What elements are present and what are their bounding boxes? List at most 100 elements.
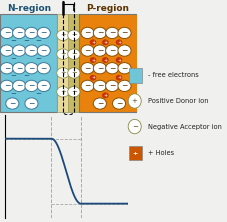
Text: −: − — [121, 64, 127, 73]
Circle shape — [105, 63, 118, 74]
Circle shape — [12, 27, 26, 39]
Text: +: + — [116, 57, 121, 63]
Text: - free electrons: - free electrons — [147, 72, 198, 79]
Text: −: − — [71, 32, 76, 38]
Text: +: + — [60, 70, 66, 76]
Text: −: − — [4, 64, 10, 73]
Circle shape — [93, 80, 106, 91]
Circle shape — [6, 98, 19, 109]
Text: −: − — [40, 81, 47, 90]
Circle shape — [93, 27, 106, 39]
Circle shape — [0, 80, 13, 91]
Text: +: + — [60, 32, 66, 38]
Text: −: − — [96, 81, 103, 90]
Text: −: − — [4, 28, 10, 38]
Text: −: − — [96, 99, 103, 108]
Text: −: − — [11, 56, 17, 62]
Text: +: + — [103, 57, 107, 63]
Text: −: − — [96, 28, 103, 38]
Circle shape — [116, 40, 121, 45]
Circle shape — [67, 49, 80, 59]
Circle shape — [37, 63, 50, 74]
Circle shape — [57, 87, 69, 97]
Circle shape — [57, 68, 69, 78]
Text: −: − — [109, 28, 115, 38]
Text: Positive Donor ion: Positive Donor ion — [147, 98, 207, 104]
Text: +: + — [60, 51, 66, 57]
Text: −: − — [71, 70, 76, 76]
Text: −: − — [84, 81, 90, 90]
Circle shape — [12, 80, 26, 91]
Circle shape — [67, 87, 80, 97]
Text: -: - — [74, 0, 78, 2]
Text: −: − — [16, 28, 22, 38]
Text: +: + — [57, 0, 63, 2]
Text: −: − — [16, 64, 22, 73]
Text: −: − — [16, 81, 22, 90]
Circle shape — [102, 57, 108, 63]
Text: +: + — [116, 40, 121, 45]
Circle shape — [128, 119, 141, 134]
Text: −: − — [28, 64, 35, 73]
Text: −: − — [121, 46, 127, 55]
Text: −: − — [109, 81, 115, 90]
Circle shape — [25, 80, 38, 91]
Text: −: − — [28, 81, 35, 90]
Bar — [0, 14, 57, 112]
Bar — [79, 14, 136, 112]
Text: −: − — [40, 64, 47, 73]
Circle shape — [93, 63, 106, 74]
Circle shape — [90, 57, 96, 63]
Text: −: − — [115, 99, 122, 108]
Text: −: − — [84, 64, 90, 73]
Circle shape — [102, 93, 108, 98]
Circle shape — [105, 45, 118, 56]
Circle shape — [0, 45, 13, 56]
Text: +: + — [91, 75, 95, 80]
Text: −: − — [23, 73, 29, 79]
Text: −: − — [109, 46, 115, 55]
Circle shape — [117, 45, 131, 56]
Text: −: − — [35, 91, 41, 97]
Circle shape — [105, 27, 118, 39]
Circle shape — [93, 98, 106, 109]
Circle shape — [128, 94, 141, 108]
Text: −: − — [35, 56, 41, 62]
Text: P-region: P-region — [86, 4, 129, 13]
Text: −: − — [96, 46, 103, 55]
Text: −: − — [11, 73, 17, 79]
Text: +: + — [91, 57, 95, 63]
Text: −: − — [9, 99, 15, 108]
Text: Negative Acceptor ion: Negative Acceptor ion — [147, 123, 221, 130]
Circle shape — [25, 45, 38, 56]
Circle shape — [117, 27, 131, 39]
Text: + Holes: + Holes — [147, 150, 173, 156]
Circle shape — [0, 27, 13, 39]
Circle shape — [102, 40, 108, 45]
Circle shape — [37, 27, 50, 39]
Circle shape — [81, 27, 94, 39]
Text: −: − — [11, 91, 17, 97]
Circle shape — [12, 45, 26, 56]
Text: −: − — [16, 46, 22, 55]
Circle shape — [25, 27, 38, 39]
Circle shape — [116, 57, 121, 63]
Circle shape — [12, 63, 26, 74]
Text: +: + — [103, 93, 107, 98]
Text: −: − — [23, 38, 29, 44]
Text: −: − — [28, 46, 35, 55]
Text: +: + — [103, 40, 107, 45]
Text: −: − — [40, 46, 47, 55]
Text: +: + — [131, 98, 137, 104]
Text: −: − — [121, 28, 127, 38]
Text: −: − — [4, 46, 10, 55]
Circle shape — [81, 80, 94, 91]
Bar — [128, 146, 141, 160]
Bar — [57, 14, 68, 112]
Text: −: − — [84, 28, 90, 38]
Text: −: − — [40, 28, 47, 38]
Circle shape — [117, 63, 131, 74]
Circle shape — [81, 63, 94, 74]
Text: −: − — [121, 81, 127, 90]
Text: −: − — [131, 123, 137, 130]
